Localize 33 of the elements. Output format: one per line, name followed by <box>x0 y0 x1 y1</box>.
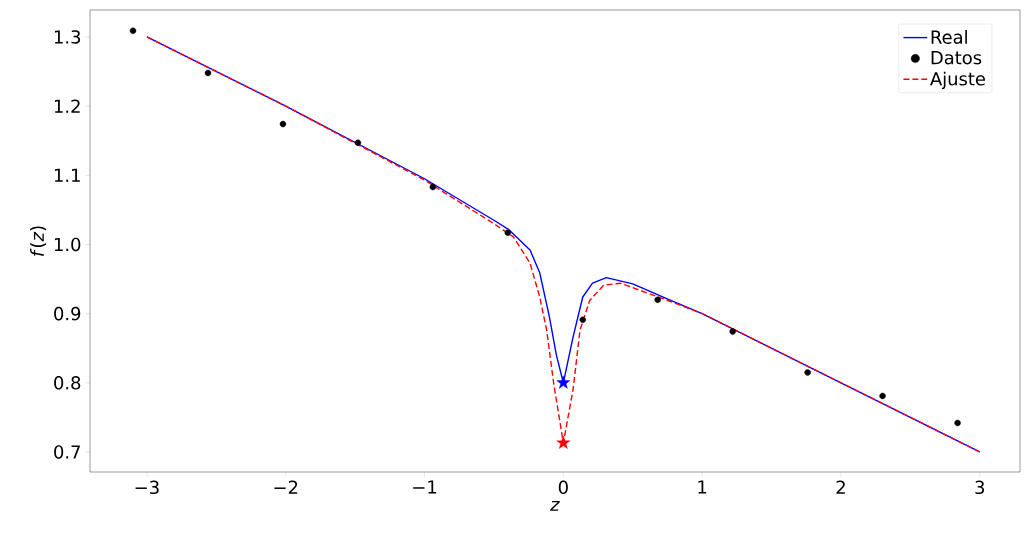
point <box>429 183 437 191</box>
x-tick-label: −3 <box>135 480 159 495</box>
point <box>804 369 811 376</box>
legend-label: Real <box>931 30 967 44</box>
x-tick-label: −1 <box>413 480 437 494</box>
y-tick-label: 0.8 <box>54 376 81 390</box>
y-tick-label: 1.2 <box>54 99 80 113</box>
y-axis-title: f(z) <box>30 226 47 256</box>
point <box>579 316 586 324</box>
y-tick-label: 0.7 <box>54 445 80 459</box>
point <box>654 296 661 303</box>
x-tick-label: 1 <box>698 480 707 494</box>
point <box>204 69 212 77</box>
x-tick-label: 3 <box>975 480 985 495</box>
point <box>129 27 137 34</box>
point <box>279 120 287 128</box>
legend-label: Ajuste <box>930 71 985 90</box>
point <box>556 375 571 389</box>
x-tick-label: −2 <box>274 480 298 494</box>
point <box>504 229 512 236</box>
y-tick-label: 1.1 <box>54 168 80 182</box>
x-tick-label: 0 <box>558 480 568 495</box>
y-tick-label: 1.3 <box>54 30 81 44</box>
point <box>879 392 886 400</box>
x-axis-title: z <box>550 500 560 511</box>
y-tick-label: 0.9 <box>54 306 81 321</box>
x-tick-label: 2 <box>836 480 845 494</box>
y-tick-label: 1.0 <box>54 237 81 252</box>
legend-label: Datos <box>931 51 982 65</box>
point <box>954 419 961 427</box>
point <box>556 435 571 449</box>
point <box>729 328 736 335</box>
point <box>354 139 362 146</box>
